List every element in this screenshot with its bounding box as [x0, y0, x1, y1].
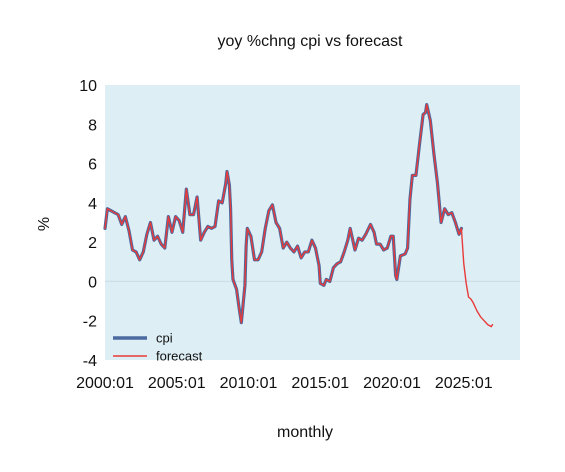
y-tick-label: 10 — [79, 78, 97, 95]
y-tick-label: 8 — [88, 117, 97, 134]
y-tick-label: -4 — [83, 353, 97, 370]
legend: cpi forecast — [113, 331, 203, 364]
y-tick-label: 4 — [88, 196, 97, 213]
legend-label-forecast: forecast — [156, 349, 203, 364]
chart-title: yoy %chng cpi vs forecast — [218, 33, 404, 50]
y-axis-label: % — [36, 217, 53, 231]
series-line-forecast — [104, 103, 494, 328]
y-tick-label: 0 — [88, 274, 97, 291]
x-axis-ticks: 2000:01 2005:01 2010:01 2015:01 2020:01 2025:… — [76, 375, 493, 392]
x-tick-label: 2020:01 — [363, 375, 421, 392]
series-lines — [103, 103, 494, 328]
x-tick-label: 2025:01 — [435, 375, 493, 392]
y-tick-label: 2 — [88, 235, 97, 252]
y-tick-label: 6 — [88, 157, 97, 174]
x-tick-label: 2010:01 — [220, 375, 278, 392]
x-axis-label: monthly — [277, 424, 333, 441]
x-tick-label: 2000:01 — [76, 375, 134, 392]
y-tick-label: -2 — [83, 314, 97, 331]
legend-label-cpi: cpi — [156, 331, 173, 346]
x-tick-label: 2015:01 — [291, 375, 349, 392]
x-tick-label: 2005:01 — [148, 375, 206, 392]
y-axis-ticks: -4 -2 0 2 4 6 8 10 — [79, 78, 97, 370]
